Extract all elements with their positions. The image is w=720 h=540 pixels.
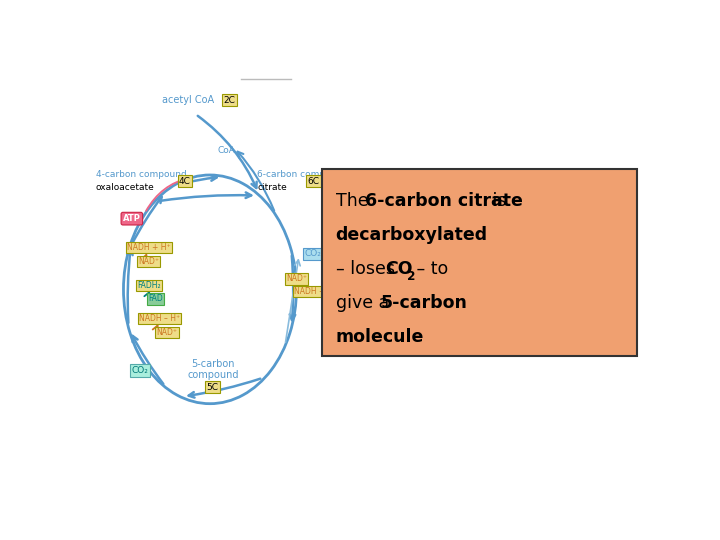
Text: give a: give a — [336, 294, 395, 312]
Text: The: The — [336, 192, 374, 210]
Text: CO₂: CO₂ — [132, 366, 148, 375]
Text: – loses CO: – loses CO — [336, 260, 426, 278]
Text: – loses: – loses — [336, 260, 400, 278]
Text: CoA: CoA — [217, 146, 235, 154]
Text: molecule: molecule — [336, 328, 424, 346]
Text: NADH – H⁺: NADH – H⁺ — [139, 314, 180, 323]
Text: NADH + H⁺: NADH + H⁺ — [127, 243, 171, 252]
Text: 4C: 4C — [179, 177, 191, 186]
Text: – loses: – loses — [336, 260, 400, 278]
Text: ATP: ATP — [123, 214, 141, 223]
Text: 5-carbon: 5-carbon — [381, 294, 468, 312]
Text: 2: 2 — [407, 270, 415, 283]
Text: NAD⁺: NAD⁺ — [138, 257, 159, 266]
Text: decarboxylated: decarboxylated — [336, 226, 487, 244]
Text: 6-carbon citrate: 6-carbon citrate — [365, 192, 523, 210]
Text: acetyl CoA: acetyl CoA — [161, 95, 214, 105]
Text: FAD: FAD — [148, 294, 163, 303]
Text: 4-carbon compound,: 4-carbon compound, — [96, 171, 189, 179]
Text: – to: – to — [410, 260, 448, 278]
Text: 6-carbon compound,: 6-carbon compound, — [258, 171, 351, 179]
Text: 2C: 2C — [224, 96, 235, 105]
Text: is: is — [487, 192, 507, 210]
Text: oxaloacetate: oxaloacetate — [96, 183, 154, 192]
Text: NAD⁺: NAD⁺ — [156, 328, 178, 336]
Text: citrate: citrate — [258, 183, 287, 192]
FancyBboxPatch shape — [322, 168, 637, 356]
Text: 6C: 6C — [307, 177, 319, 186]
Text: NAD⁺: NAD⁺ — [286, 274, 307, 284]
Text: CO: CO — [90, 260, 117, 278]
Text: CO: CO — [385, 260, 413, 278]
Text: FADH₂: FADH₂ — [137, 281, 161, 289]
Text: NADH + H⁺: NADH + H⁺ — [294, 287, 338, 296]
Text: CO₂: CO₂ — [305, 249, 322, 259]
Text: 5C: 5C — [207, 382, 219, 392]
Text: compound: compound — [187, 369, 238, 380]
Text: 5-carbon: 5-carbon — [191, 359, 235, 369]
